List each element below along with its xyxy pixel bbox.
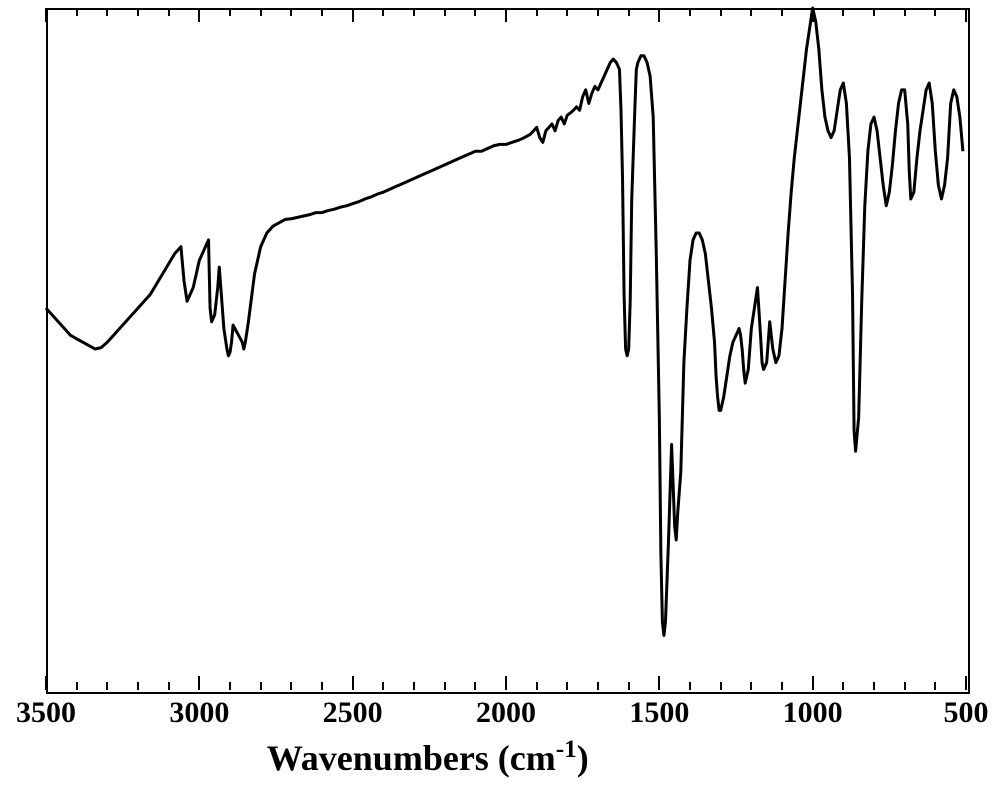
x-minor-tick [566, 682, 568, 690]
x-minor-tick [934, 8, 936, 16]
x-tick-label: 2000 [456, 696, 556, 730]
x-minor-tick [781, 8, 783, 16]
x-minor-tick [720, 682, 722, 690]
x-minor-tick [229, 682, 231, 690]
x-major-tick [45, 676, 47, 690]
x-minor-tick [106, 682, 108, 690]
x-major-tick [505, 676, 507, 690]
x-tick-label: 3000 [149, 696, 249, 730]
x-minor-tick [290, 8, 292, 16]
x-axis-label: Wavenumbers (cm-1) [267, 736, 589, 779]
x-minor-tick [382, 8, 384, 16]
x-minor-tick [750, 8, 752, 16]
x-minor-tick [382, 682, 384, 690]
x-minor-tick [106, 8, 108, 16]
x-minor-tick [904, 682, 906, 690]
x-minor-tick [260, 8, 262, 16]
x-major-tick [352, 676, 354, 690]
x-minor-tick [474, 682, 476, 690]
x-minor-tick [597, 8, 599, 16]
x-minor-tick [536, 682, 538, 690]
x-minor-tick [842, 682, 844, 690]
figure-container: 3500 3000 2500 2000 1500 1000 500 Wavenumbers … [0, 0, 1000, 807]
x-minor-tick [628, 8, 630, 16]
x-minor-tick [260, 682, 262, 690]
x-minor-tick [750, 682, 752, 690]
x-minor-tick [873, 682, 875, 690]
x-minor-tick [934, 682, 936, 690]
x-minor-tick [474, 8, 476, 16]
x-minor-tick [290, 682, 292, 690]
x-minor-tick [689, 8, 691, 16]
x-minor-tick [842, 8, 844, 16]
x-major-tick [198, 8, 200, 22]
x-minor-tick [904, 8, 906, 16]
x-major-tick [45, 8, 47, 22]
x-minor-tick [168, 682, 170, 690]
x-tick-label: 1500 [609, 696, 709, 730]
x-minor-tick [444, 8, 446, 16]
x-minor-tick [76, 8, 78, 16]
x-minor-tick [137, 8, 139, 16]
x-tick-label: 500 [916, 696, 1000, 730]
spectrum-line-svg [0, 0, 1000, 807]
x-minor-tick [413, 682, 415, 690]
x-major-tick [965, 8, 967, 22]
x-major-tick [812, 8, 814, 22]
x-minor-tick [413, 8, 415, 16]
x-major-tick [812, 676, 814, 690]
x-minor-tick [597, 682, 599, 690]
x-minor-tick [628, 682, 630, 690]
x-major-tick [352, 8, 354, 22]
x-minor-tick [720, 8, 722, 16]
x-minor-tick [536, 8, 538, 16]
x-tick-label: 2500 [303, 696, 403, 730]
x-minor-tick [168, 8, 170, 16]
x-major-tick [658, 676, 660, 690]
x-major-tick [965, 676, 967, 690]
x-major-tick [505, 8, 507, 22]
x-minor-tick [444, 682, 446, 690]
x-minor-tick [566, 8, 568, 16]
x-minor-tick [76, 682, 78, 690]
x-minor-tick [137, 682, 139, 690]
x-minor-tick [321, 8, 323, 16]
x-major-tick [658, 8, 660, 22]
x-major-tick [198, 676, 200, 690]
x-minor-tick [321, 682, 323, 690]
x-minor-tick [689, 682, 691, 690]
x-tick-label: 1000 [763, 696, 863, 730]
x-tick-label: 3500 [0, 696, 96, 730]
x-minor-tick [229, 8, 231, 16]
x-minor-tick [781, 682, 783, 690]
spectrum-path [46, 8, 963, 635]
x-minor-tick [873, 8, 875, 16]
